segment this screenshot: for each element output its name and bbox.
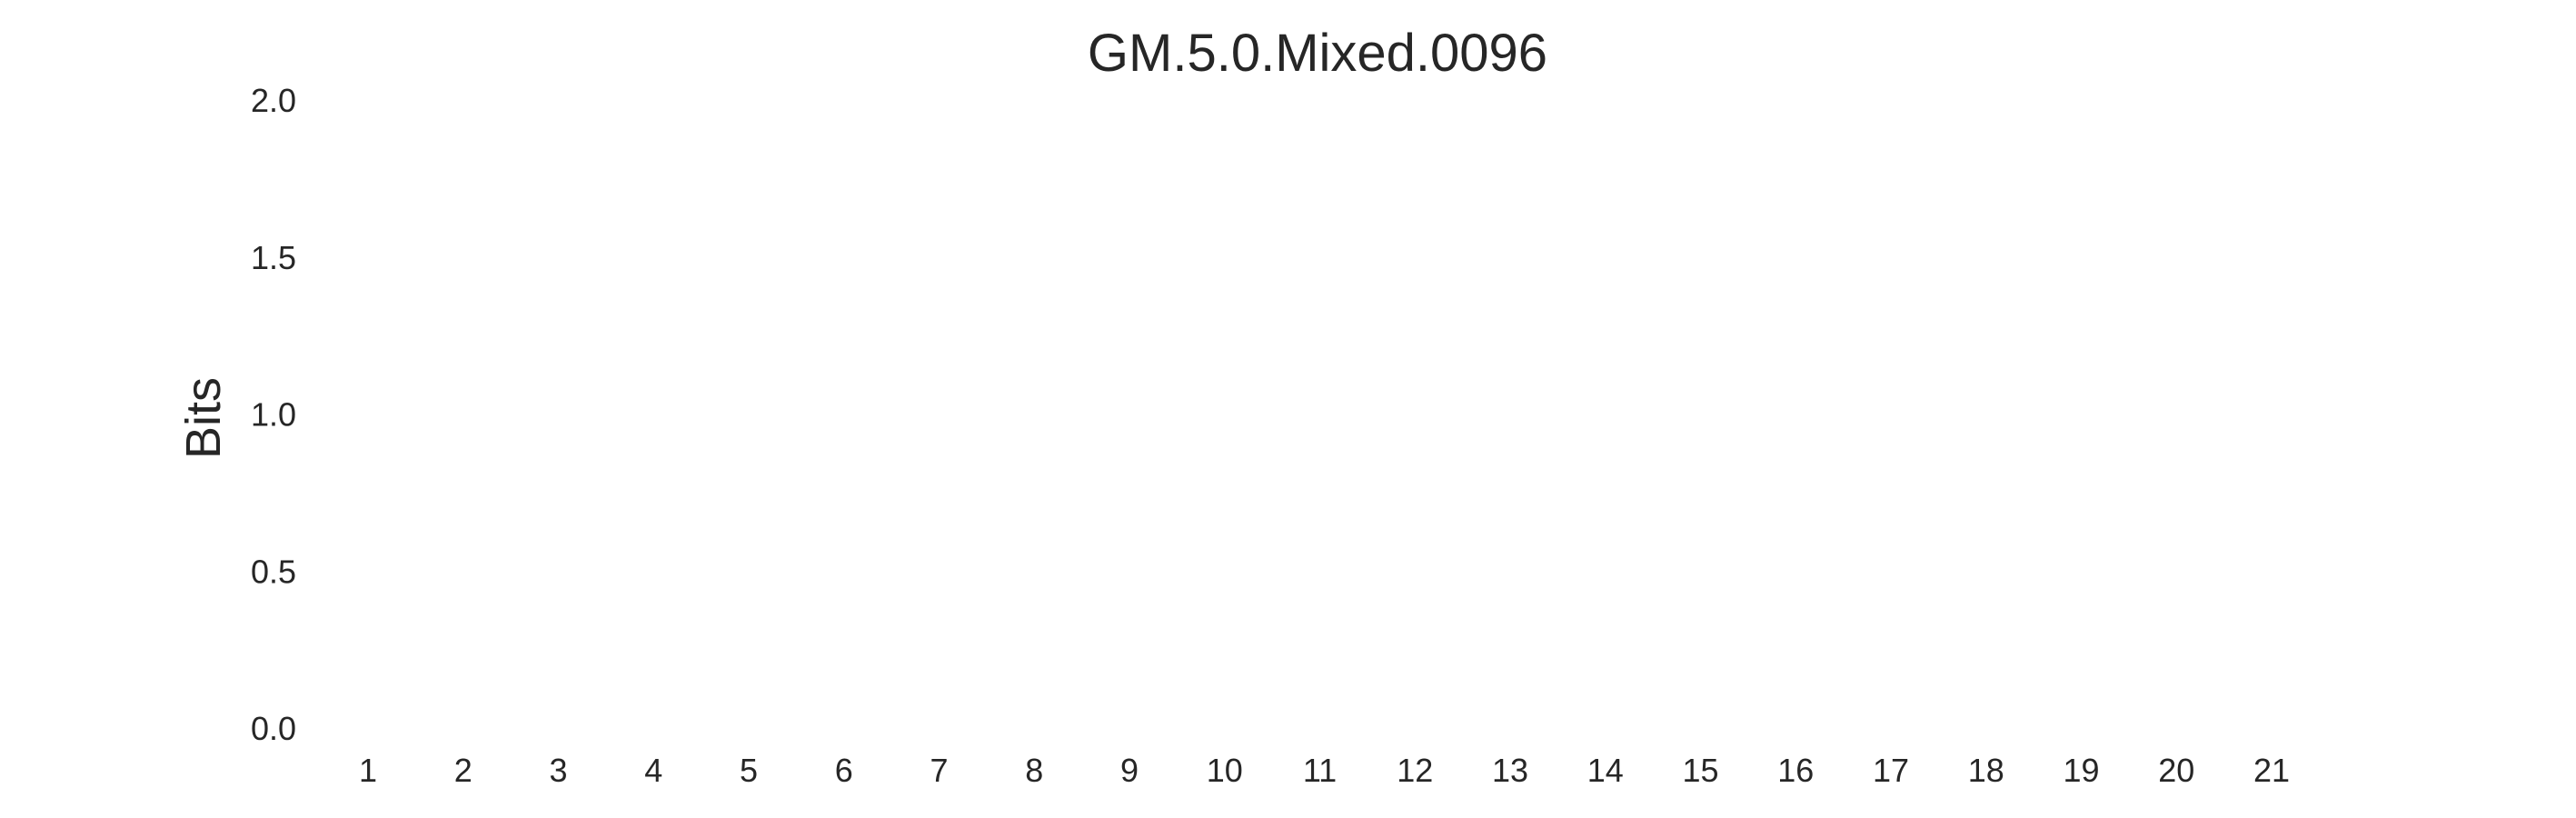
x-axis-ticks: 1 2 3 4 5 6 7 8 9 10 11 12 13 14 15 16 17 18 19 20 21 [359,752,2290,789]
y-tick-label: 2.0 [251,82,296,119]
x-tick-label: 14 [1587,752,1624,789]
x-tick-label: 20 [2158,752,2194,789]
x-tick-label: 8 [1025,752,1043,789]
x-tick-label: 10 [1207,752,1243,789]
x-tick-label: 18 [1968,752,2004,789]
x-tick-label: 19 [2063,752,2099,789]
y-axis-ticks: 0.0 0.5 1.0 1.5 2.0 [251,82,296,747]
x-tick-label: 12 [1397,752,1433,789]
x-tick-label: 13 [1492,752,1528,789]
x-tick-label: 15 [1682,752,1718,789]
y-tick-label: 1.0 [251,396,296,434]
y-axis-label: Bits [176,377,231,459]
chart-title: GM.5.0.Mixed.0096 [1088,24,1547,83]
x-tick-label: 3 [549,752,567,789]
x-tick-label: 11 [1303,752,1337,789]
x-tick-label: 17 [1873,752,1909,789]
x-tick-label: 2 [454,752,472,789]
x-tick-label: 7 [930,752,948,789]
x-tick-label: 1 [359,752,377,789]
x-tick-label: 6 [835,752,853,789]
y-tick-label: 0.5 [251,553,296,590]
x-tick-label: 9 [1120,752,1139,789]
x-tick-label: 21 [2253,752,2290,789]
y-tick-label: 0.0 [251,710,296,747]
x-tick-label: 4 [644,752,662,789]
x-tick-label: 16 [1777,752,1814,789]
y-tick-label: 1.5 [251,239,296,276]
x-tick-label: 5 [740,752,758,789]
